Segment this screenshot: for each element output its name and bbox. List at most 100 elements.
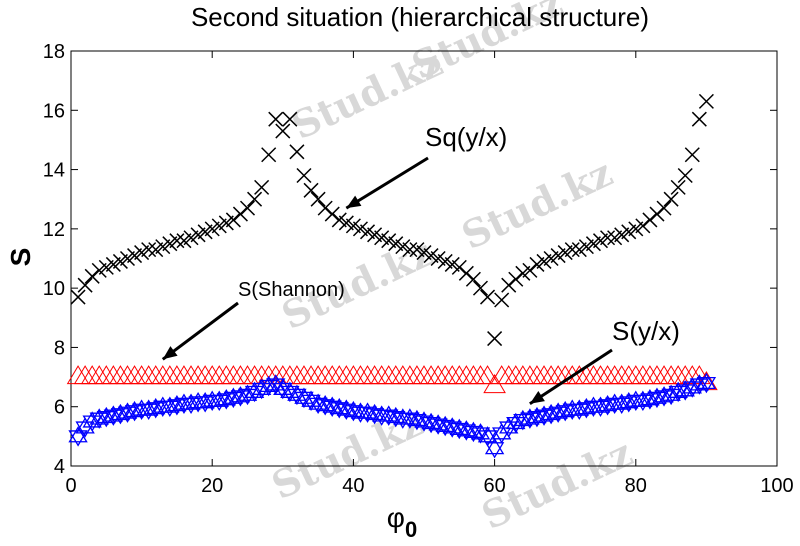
shannon-point bbox=[377, 365, 401, 385]
sq-point bbox=[487, 331, 503, 347]
shannon-point bbox=[610, 365, 634, 385]
syx-point bbox=[499, 417, 519, 438]
shannon-point bbox=[80, 365, 104, 385]
shannon-point bbox=[596, 365, 619, 385]
shannon-point bbox=[497, 365, 521, 385]
y-tick-label: 18 bbox=[43, 41, 65, 63]
shannon-point bbox=[335, 365, 358, 385]
shannon-point bbox=[589, 365, 612, 385]
sq-point bbox=[84, 268, 100, 284]
sq-point bbox=[296, 167, 312, 184]
shannon-point bbox=[462, 365, 485, 385]
syx-point bbox=[266, 374, 286, 395]
sq-point bbox=[458, 265, 474, 281]
sq-point bbox=[649, 206, 665, 222]
shannon-point bbox=[102, 365, 125, 385]
x-tick-label: 100 bbox=[760, 475, 793, 497]
annotation-syx-arrow bbox=[529, 348, 613, 406]
shannon-point bbox=[342, 365, 365, 385]
shannon-point bbox=[525, 365, 549, 385]
shannon-point bbox=[539, 365, 563, 385]
sq-point bbox=[691, 111, 707, 127]
shannon-point bbox=[575, 365, 598, 385]
annotations: Sq(y/x) S(Shannon) S(y/x) bbox=[161, 122, 680, 406]
watermark: Stud.kz Stud.kz Stud.kz Stud.kz Stud.kz … bbox=[265, 0, 639, 538]
shannon-point bbox=[193, 365, 217, 385]
shannon-point bbox=[433, 365, 457, 385]
shannon-point bbox=[130, 365, 153, 385]
shannon-point bbox=[356, 365, 379, 385]
shannon-point bbox=[109, 365, 132, 385]
shannon-point bbox=[652, 365, 676, 385]
sq-point bbox=[275, 123, 291, 139]
shannon-point bbox=[137, 365, 160, 385]
shannon-point bbox=[165, 365, 189, 385]
y-tick-label: 12 bbox=[43, 219, 65, 241]
sq-point bbox=[141, 242, 157, 258]
annotation-syx: S(y/x) bbox=[612, 316, 680, 346]
annotation-shannon: S(Shannon) bbox=[238, 279, 345, 301]
shannon-point bbox=[285, 365, 309, 385]
sq-point bbox=[472, 280, 489, 296]
shannon-point bbox=[349, 365, 372, 385]
shannon-point bbox=[447, 365, 471, 385]
shannon-point bbox=[313, 365, 337, 385]
sq-point bbox=[684, 147, 700, 163]
shannon-point bbox=[327, 365, 351, 385]
shannon-point bbox=[631, 365, 655, 385]
y-axis-label: S bbox=[5, 248, 36, 267]
sq-point bbox=[670, 179, 686, 195]
shannon-point bbox=[455, 365, 478, 385]
annotation-sq: Sq(y/x) bbox=[425, 122, 507, 152]
sq-point bbox=[663, 191, 679, 207]
shannon-point bbox=[306, 365, 330, 385]
sq-point bbox=[508, 271, 524, 287]
shannon-point bbox=[469, 365, 492, 385]
series-0 bbox=[70, 93, 714, 347]
sq-point bbox=[239, 200, 256, 216]
shannon-point bbox=[158, 365, 182, 385]
sq-point bbox=[317, 200, 333, 216]
x-tick-label: 40 bbox=[342, 475, 364, 497]
sq-point bbox=[225, 212, 241, 228]
arrow-head bbox=[162, 346, 178, 360]
sq-point bbox=[254, 179, 270, 195]
axis-ticks: 0 20 40 60 80 100 4 6 8 10 12 14 16 18 bbox=[43, 41, 794, 497]
shannon-point bbox=[116, 365, 139, 385]
sq-point bbox=[677, 167, 693, 184]
sq-point bbox=[465, 271, 481, 287]
shannon-point bbox=[440, 365, 464, 385]
sq-point bbox=[77, 277, 93, 293]
shannon-point bbox=[624, 365, 648, 385]
x-tick-label: 80 bbox=[625, 475, 647, 497]
sq-point bbox=[402, 242, 418, 258]
sq-point bbox=[656, 200, 672, 216]
shannon-point bbox=[426, 365, 450, 385]
x-tick-label: 60 bbox=[483, 475, 505, 497]
shannon-point bbox=[638, 365, 662, 385]
sq-point bbox=[70, 289, 86, 305]
sq-point bbox=[232, 206, 248, 222]
y-tick-label: 10 bbox=[43, 278, 65, 300]
shannon-point bbox=[412, 365, 436, 385]
chart-title: Second situation (hierarchical structure… bbox=[191, 2, 649, 32]
sq-point bbox=[282, 111, 298, 127]
annotation-shannon-arrow bbox=[161, 301, 239, 361]
shannon-point bbox=[172, 365, 196, 385]
x-tick-label: 0 bbox=[65, 475, 76, 497]
shannon-point bbox=[363, 365, 386, 385]
shannon-point bbox=[384, 365, 408, 385]
sq-point bbox=[261, 147, 277, 163]
shannon-point bbox=[511, 365, 535, 385]
arrow-head bbox=[529, 391, 545, 404]
shannon-point bbox=[236, 365, 259, 385]
syx-point bbox=[484, 437, 505, 459]
shannon-point bbox=[94, 365, 118, 385]
sq-point bbox=[303, 182, 319, 198]
shannon-point bbox=[532, 365, 556, 385]
x-axis-label-subscript: 0 bbox=[405, 517, 417, 542]
shannon-point bbox=[391, 365, 415, 385]
shannon-point bbox=[207, 365, 231, 385]
sq-point bbox=[494, 292, 510, 308]
